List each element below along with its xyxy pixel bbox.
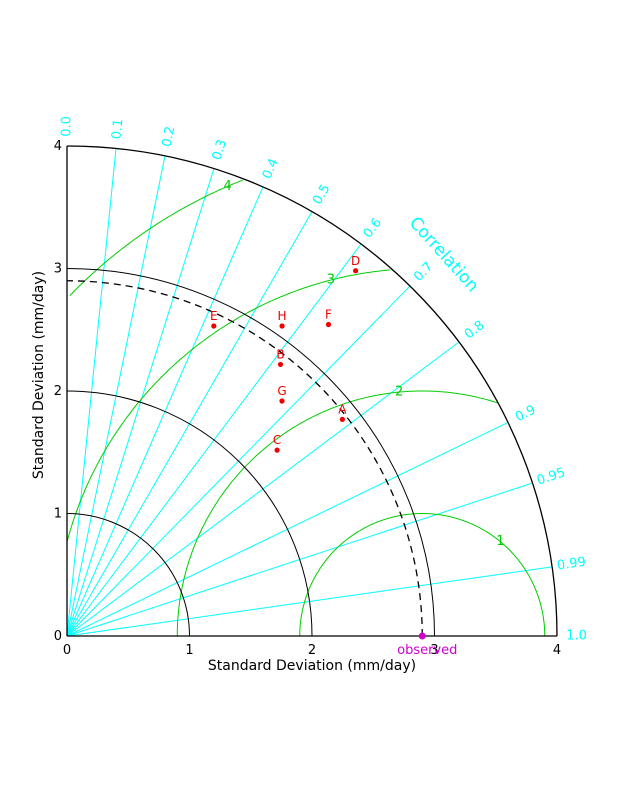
rmsd-label: 3 [327,273,335,288]
correlation-tick-label: 0.6 [361,216,385,242]
y-tick-label: 2 [54,384,62,399]
point-label-H: H [278,309,287,323]
rmsd-arc-2 [176,390,499,636]
outer-boundary-arc [66,145,558,637]
correlation-tick-label: 0.9 [513,403,538,426]
rmsd-label: 1 [496,534,504,549]
point-label-B: B [276,347,284,361]
y-tick-label: 1 [54,507,62,522]
std-arcs [66,145,558,637]
point-H [279,323,285,329]
point-E [211,323,217,329]
point-B [277,361,284,368]
rmsd-labels: 1 2 3 4 [224,179,505,549]
correlation-tick-label: 1.0 [566,629,587,644]
point-label-D: D [351,254,360,268]
rmsd-label: 4 [224,179,232,194]
rmsd-label: 2 [395,385,403,400]
point-label-A: A [338,402,347,416]
reference-point [418,632,426,640]
x-axis-label: Standard Deviation (mm/day) [208,658,416,674]
axes [66,146,557,637]
point-F [325,321,332,328]
y-axis-label: Standard Deviation (mm/day) [31,271,47,479]
y-tick-label: 4 [54,139,62,154]
model-points: A B C D E F G H [210,254,360,453]
correlation-tick-label: 0.95 [535,465,567,488]
y-tick-label: 0 [54,629,62,644]
correlation-tick-label: 0.0 [60,116,75,137]
rmsd-arcs [66,179,546,637]
point-label-F: F [325,308,332,322]
correlation-tick-label: 0.3 [210,138,231,162]
reference-label: observed [397,643,457,658]
std-arc-1 [66,513,190,637]
point-label-C: C [273,433,281,447]
rmsd-arc-3 [66,269,391,542]
rmsd-arc-1 [299,513,546,637]
point-A [339,416,345,423]
correlation-lines [66,146,557,637]
x-tick-label: 4 [553,643,561,658]
point-G [279,398,285,404]
x-tick-label: 0 [63,643,71,658]
point-label-E: E [210,309,218,323]
y-tick-label: 3 [54,262,62,277]
correlation-tick-label: 0.4 [260,156,282,181]
reference-marker: observed [397,632,457,658]
x-tick-label: 1 [185,643,193,658]
rmsd-arc-4 [69,179,243,296]
std-arc-3 [66,268,435,637]
reference-std-arc [66,280,423,637]
std-arc-2 [66,390,313,637]
tick-labels: 00 1 1 2 2 3 3 4 4 [54,139,561,658]
point-label-G: G [277,384,286,398]
x-tick-label: 2 [308,643,316,658]
correlation-tick-label: 0.1 [109,118,126,140]
correlation-tick-label: 0.99 [556,555,587,574]
correlation-tick-label: 0.2 [159,125,178,148]
x-tick-label: 3 [430,643,438,658]
point-D [353,268,359,274]
point-C [274,447,280,453]
correlation-axis-label: Correlation [405,213,483,296]
correlation-tick-label: 0.5 [310,182,333,207]
correlation-tick-label: 0.7 [411,259,436,284]
correlation-tick-label: 0.8 [462,318,488,342]
